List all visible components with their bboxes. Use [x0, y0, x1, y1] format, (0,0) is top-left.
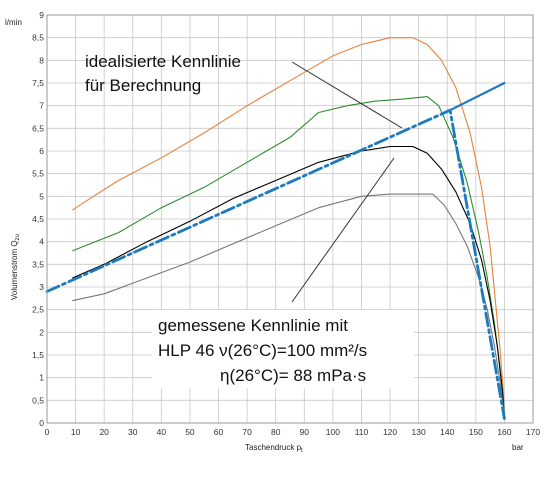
annotation-measured-line-2: HLP 46 ν(26°C)=100 mm²/s [158, 341, 367, 360]
y-tick-label: 3 [39, 282, 44, 292]
annotation-measured-line-1: gemessene Kennlinie mit [158, 316, 348, 335]
series-line-ideal-extension [449, 81, 506, 112]
annotation-ideal-line-1: idealisierte Kennlinie [85, 52, 241, 71]
series-line-gray [72, 193, 505, 420]
y-tick-label: 4 [39, 237, 44, 247]
x-tick-label: 0 [45, 427, 50, 437]
x-tick-label: 40 [157, 427, 167, 437]
x-tick-label: 70 [242, 427, 252, 437]
x-tick-label: 170 [526, 427, 540, 437]
x-tick-label: 10 [71, 427, 81, 437]
y-tick-label: 3,5 [32, 259, 44, 269]
y-tick-label: 7,5 [32, 78, 44, 88]
y-axis-label-sub: zu [15, 234, 21, 240]
annotation-measured: gemessene Kennlinie mit HLP 46 ν(26°C)=1… [152, 310, 414, 388]
x-tick-label: 60 [214, 427, 224, 437]
y-tick-label: 8,5 [32, 33, 44, 43]
y-tick-label: 2 [39, 327, 44, 337]
y-tick-label: 2,5 [32, 305, 44, 315]
x-tick-label: 80 [271, 427, 281, 437]
x-axis-label-sub: t [301, 448, 303, 454]
y-tick-label: 1 [39, 373, 44, 383]
plot-frame [46, 14, 534, 424]
x-tick-label: 140 [440, 427, 454, 437]
x-axis-label-main: Taschendruck p [245, 443, 302, 452]
annotation-pointers [291, 61, 403, 303]
x-tick-label: 130 [412, 427, 426, 437]
series-line-orange [72, 37, 505, 415]
annotation-measured-line-3: η(26°C)= 88 mPa·s [220, 366, 366, 385]
y-tick-label: 5,5 [32, 169, 44, 179]
y-axis-label-main: Volumenstrom Q [10, 240, 19, 300]
series-group [45, 37, 506, 420]
y-tick-labels: 0 0,5 1 1,5 2 2,5 3 3,5 4 4,5 5 5,5 6 6,5 7 7,5 8 8,5 9 [32, 10, 44, 428]
y-tick-label: 6 [39, 146, 44, 156]
series-line-green [72, 96, 505, 420]
annotation-ideal-line-2: für Berechnung [85, 76, 201, 95]
y-unit-label: l/min [5, 18, 22, 27]
y-tick-label: 1,5 [32, 350, 44, 360]
y-axis-label: Volumenstrom Qzu [10, 234, 21, 300]
y-tick-label: 8 [39, 55, 44, 65]
y-tick-label: 9 [39, 10, 44, 20]
x-tick-label: 50 [185, 427, 195, 437]
y-tick-label: 5 [39, 191, 44, 201]
x-tick-label: 30 [128, 427, 138, 437]
annotation-measured-pointer [291, 157, 395, 303]
x-tick-label: 100 [326, 427, 340, 437]
x-tick-labels: 0 10 20 30 40 50 60 70 80 90 100 110 120 130 140 150 160… [45, 427, 541, 437]
x-tick-label: 110 [355, 427, 369, 437]
annotation-measured-background [152, 310, 414, 388]
x-unit-label: bar [512, 443, 524, 452]
annotation-ideal-pointer [291, 61, 403, 129]
y-tick-label: 0 [39, 418, 44, 428]
x-axis-label: Taschendruck pt [245, 443, 303, 454]
x-tick-label: 150 [469, 427, 483, 437]
y-tick-label: 4,5 [32, 214, 44, 224]
x-tick-label: 90 [300, 427, 310, 437]
x-tick-label: 160 [497, 427, 511, 437]
x-tick-label: 120 [383, 427, 397, 437]
y-tick-label: 7 [39, 101, 44, 111]
y-tick-label: 0,5 [32, 395, 44, 405]
x-tick-label: 20 [99, 427, 109, 437]
y-tick-label: 6,5 [32, 123, 44, 133]
annotation-ideal: idealisierte Kennlinie für Berechnung [85, 52, 241, 95]
series-line-black [72, 145, 505, 420]
